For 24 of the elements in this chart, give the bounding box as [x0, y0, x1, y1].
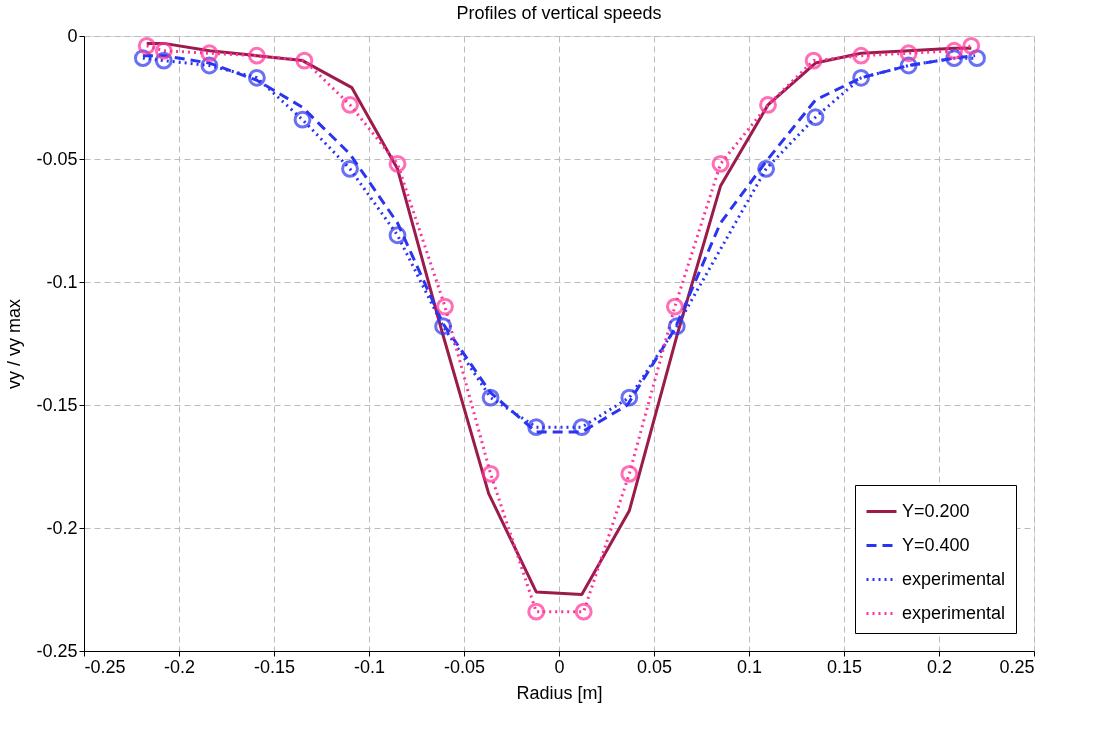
- y-tick-label: -0.15: [36, 394, 78, 415]
- legend-label: Y=0.400: [902, 534, 970, 555]
- x-tick-label: 0.05: [636, 656, 673, 677]
- legend-label: experimental: [902, 602, 1006, 623]
- x-tick-label: -0.05: [443, 656, 486, 677]
- x-tick-label: -0.15: [253, 656, 296, 677]
- x-tick-label: 0.15: [826, 656, 863, 677]
- x-tick-label: 0.25: [999, 656, 1035, 677]
- legend-label: experimental: [902, 568, 1006, 589]
- x-tick-label: 0: [554, 656, 565, 677]
- x-tick-label: -0.25: [84, 656, 126, 677]
- y-tick-label: -0.1: [46, 271, 78, 292]
- x-tick-label: 0.1: [736, 656, 763, 677]
- y-axis-title: vy / vy max: [4, 298, 25, 390]
- x-tick-label: -0.1: [353, 656, 386, 677]
- x-tick-label: -0.2: [163, 656, 196, 677]
- y-tick-label: 0: [67, 25, 78, 46]
- x-tick-label: 0.2: [926, 656, 953, 677]
- y-tick-label: -0.2: [46, 517, 78, 538]
- x-axis-title: Radius [m]: [516, 682, 603, 703]
- y-tick-label: -0.05: [36, 148, 78, 169]
- legend-label: Y=0.200: [902, 500, 970, 521]
- chart-title: Profiles of vertical speeds: [456, 3, 662, 23]
- y-tick-label: -0.25: [36, 640, 78, 661]
